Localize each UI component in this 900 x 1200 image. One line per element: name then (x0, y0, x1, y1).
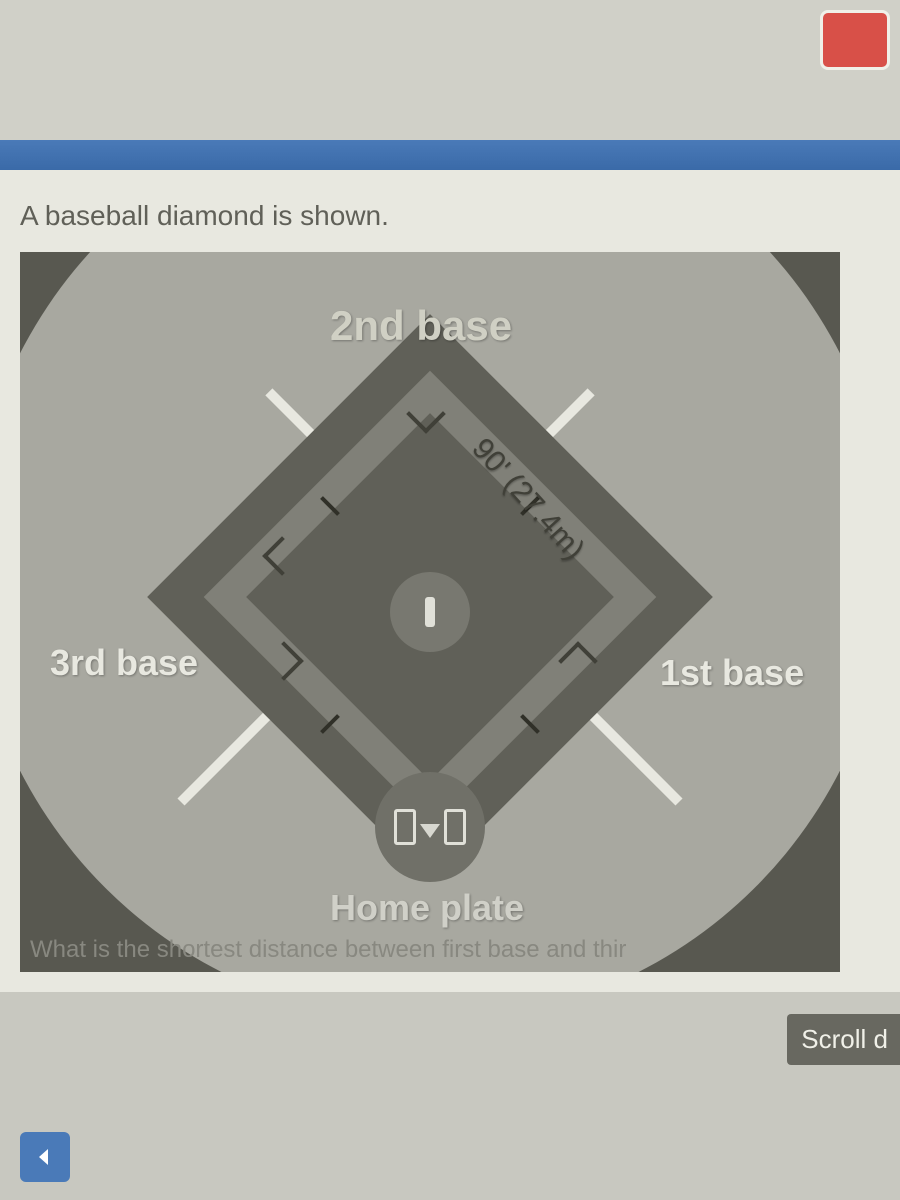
label-second-base: 2nd base (330, 302, 512, 350)
window-top-bar (0, 0, 900, 140)
question-text: What is the shortest distance between fi… (30, 936, 626, 964)
home-plate-icon (420, 824, 440, 838)
back-arrow-icon (33, 1145, 57, 1169)
pitchers-rubber (425, 597, 435, 627)
header-strip (0, 140, 900, 170)
baseball-diagram: 2nd base 3rd base 1st base Home plate 90… (20, 252, 840, 972)
back-button[interactable] (20, 1132, 70, 1182)
batters-box-right (444, 809, 466, 845)
intro-text: A baseball diamond is shown. (20, 200, 880, 232)
label-first-base: 1st base (660, 652, 804, 694)
content-panel: A baseball diamond is shown. 2nd base 3r… (0, 170, 900, 992)
close-button[interactable] (820, 10, 890, 70)
batters-box-left (394, 809, 416, 845)
label-third-base: 3rd base (50, 642, 198, 684)
label-home-plate: Home plate (330, 887, 524, 929)
scroll-down-button[interactable]: Scroll d (787, 1014, 900, 1065)
home-plate-circle (375, 772, 485, 882)
pitchers-mound (390, 572, 470, 652)
